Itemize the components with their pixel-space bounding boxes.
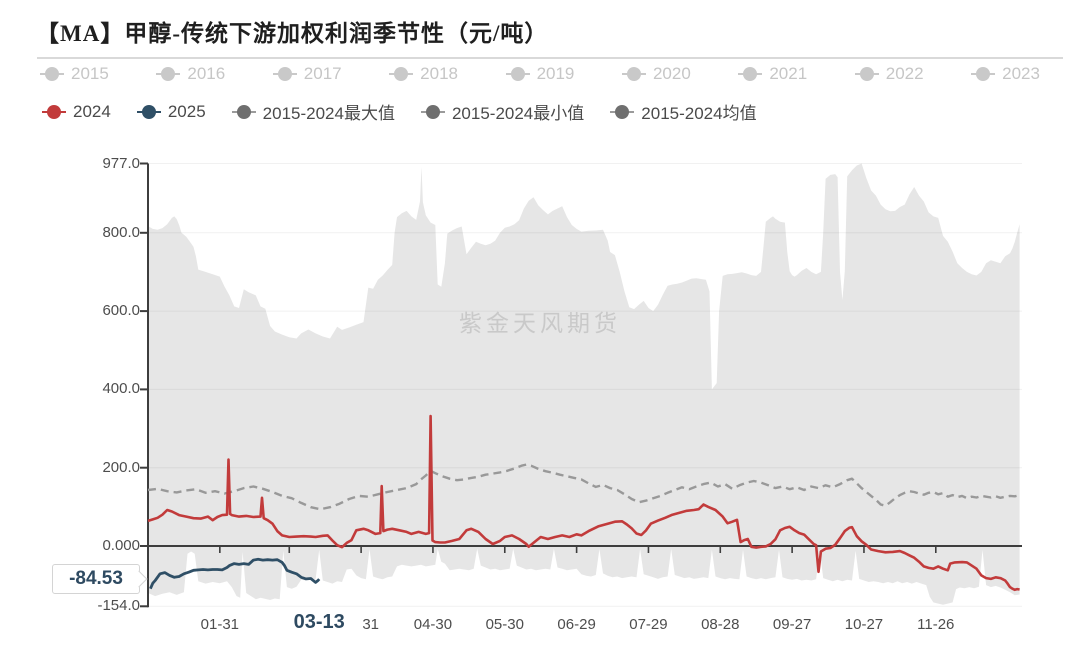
x-axis-label-06-29: 06-29	[557, 616, 596, 633]
y-axis-label-200.0: 200.0	[102, 458, 140, 476]
legend-marker-icon	[420, 104, 445, 119]
legend-item-label: 2015-2024均值	[641, 104, 757, 123]
x-axis-label-09-27: 09-27	[772, 616, 812, 633]
current-date-label: 03-13	[279, 611, 360, 634]
legend-item-label: 2019	[536, 64, 575, 83]
legend-marker-icon	[136, 104, 161, 119]
y-axis-label-977.0: 977.0	[102, 154, 140, 172]
legend-dot-icon	[277, 67, 292, 81]
x-axis-label-07-29: 07-29	[629, 616, 668, 633]
x-axis-label-31: 31	[362, 616, 380, 633]
page-title: 【MA】甲醇-传统下游加权利润季节性（元/吨）	[36, 21, 549, 46]
legend-item-label: 2020	[652, 64, 691, 83]
legend-item-label: 2021	[769, 64, 808, 83]
x-axis-label-10-27: 10-27	[844, 616, 884, 633]
series-mean-line[interactable]	[147, 463, 1020, 511]
legend-dot-icon	[45, 67, 59, 81]
legend-marker-icon	[40, 67, 64, 81]
y-axis-label-0.000: 0.000	[102, 537, 140, 554]
legend-item-2015-2024最大值[interactable]: 2015-2024最大值	[231, 99, 395, 124]
legend-item-2020[interactable]: 2020	[621, 64, 691, 84]
legend-item-2016[interactable]: 2016	[156, 64, 225, 84]
current-value-callout: -84.53	[52, 564, 148, 595]
x-axis-label-08-28: 08-28	[701, 616, 740, 633]
y-axis-label--154.0: -154.0	[97, 597, 140, 615]
legend-marker-icon	[231, 104, 256, 119]
legend-dot-icon	[743, 67, 758, 81]
legend-item-2024[interactable]: 2024	[42, 102, 111, 122]
legend-marker-icon	[971, 67, 996, 81]
legend-item-label: 2025	[167, 101, 206, 121]
x-axis-label-01-31: 01-31	[200, 616, 240, 633]
series-2024-line[interactable]	[147, 414, 1020, 592]
x-axis-label-04-30: 04-30	[413, 616, 453, 633]
legend-dot-icon	[425, 104, 440, 119]
min-max-band	[148, 163, 1020, 605]
legend-item-label: 2022	[885, 64, 924, 83]
legend-marker-icon	[272, 67, 297, 81]
legend-marker-icon	[854, 67, 879, 81]
legend-item-label: 2018	[420, 64, 458, 83]
legend-marker-icon	[505, 67, 530, 81]
legend-item-2017[interactable]: 2017	[272, 64, 342, 84]
title-divider	[37, 57, 1063, 59]
legend-item-2018[interactable]: 2018	[389, 64, 458, 84]
legend-item-2021[interactable]: 2021	[738, 64, 807, 84]
legend-marker-icon	[738, 67, 763, 81]
legend-item-2015-2024均值[interactable]: 2015-2024均值	[610, 99, 757, 124]
legend-dot-icon	[976, 67, 991, 81]
legend-item-2023[interactable]: 2023	[971, 64, 1040, 84]
legend-item-label: 2015	[71, 64, 109, 83]
legend-row-active: 2024 2025 2015-2024最大值 2015-2024最小值 2015-202…	[42, 99, 757, 124]
legend-marker-icon	[42, 104, 66, 119]
legend-item-label: 2015-2024最大值	[262, 104, 395, 123]
legend-item-2019[interactable]: 2019	[505, 64, 575, 84]
legend-row-inactive-years: 2015 2016 2017 2018 2019 2020 2021 2022 2023	[40, 64, 1040, 84]
legend-dot-icon	[141, 104, 156, 119]
legend-dot-icon	[859, 67, 874, 81]
y-axis-label-600.0: 600.0	[102, 302, 140, 320]
legend-dot-icon	[236, 104, 251, 119]
legend-dot-icon	[615, 104, 630, 119]
legend-dot-icon	[510, 67, 525, 81]
legend-item-label: 2017	[303, 64, 342, 83]
legend-item-2022[interactable]: 2022	[854, 64, 924, 84]
legend-item-2025[interactable]: 2025	[136, 101, 206, 122]
legend-dot-icon	[47, 104, 61, 119]
series-2025-line[interactable]	[149, 557, 321, 590]
current-value-text: -84.53	[69, 568, 123, 590]
y-axis-label-400.0: 400.0	[102, 380, 140, 398]
x-axis-label-11-26: 11-26	[917, 616, 955, 633]
legend-item-label: 2016	[187, 64, 226, 83]
legend-marker-icon	[610, 104, 635, 119]
legend-marker-icon	[156, 67, 181, 81]
legend-marker-icon	[621, 67, 646, 81]
legend-item-label: 2023	[1002, 64, 1040, 83]
legend-item-label: 2024	[73, 101, 111, 121]
legend-dot-icon	[394, 67, 409, 81]
legend-dot-icon	[626, 67, 641, 81]
legend-item-label: 2015-2024最小值	[451, 104, 585, 123]
legend-item-2015[interactable]: 2015	[40, 64, 109, 84]
x-axis-label-05-30: 05-30	[485, 616, 524, 633]
legend-item-2015-2024最小值[interactable]: 2015-2024最小值	[420, 99, 585, 124]
legend-marker-icon	[389, 67, 414, 81]
y-axis-label-800.0: 800.0	[102, 223, 140, 241]
legend-dot-icon	[161, 67, 176, 81]
